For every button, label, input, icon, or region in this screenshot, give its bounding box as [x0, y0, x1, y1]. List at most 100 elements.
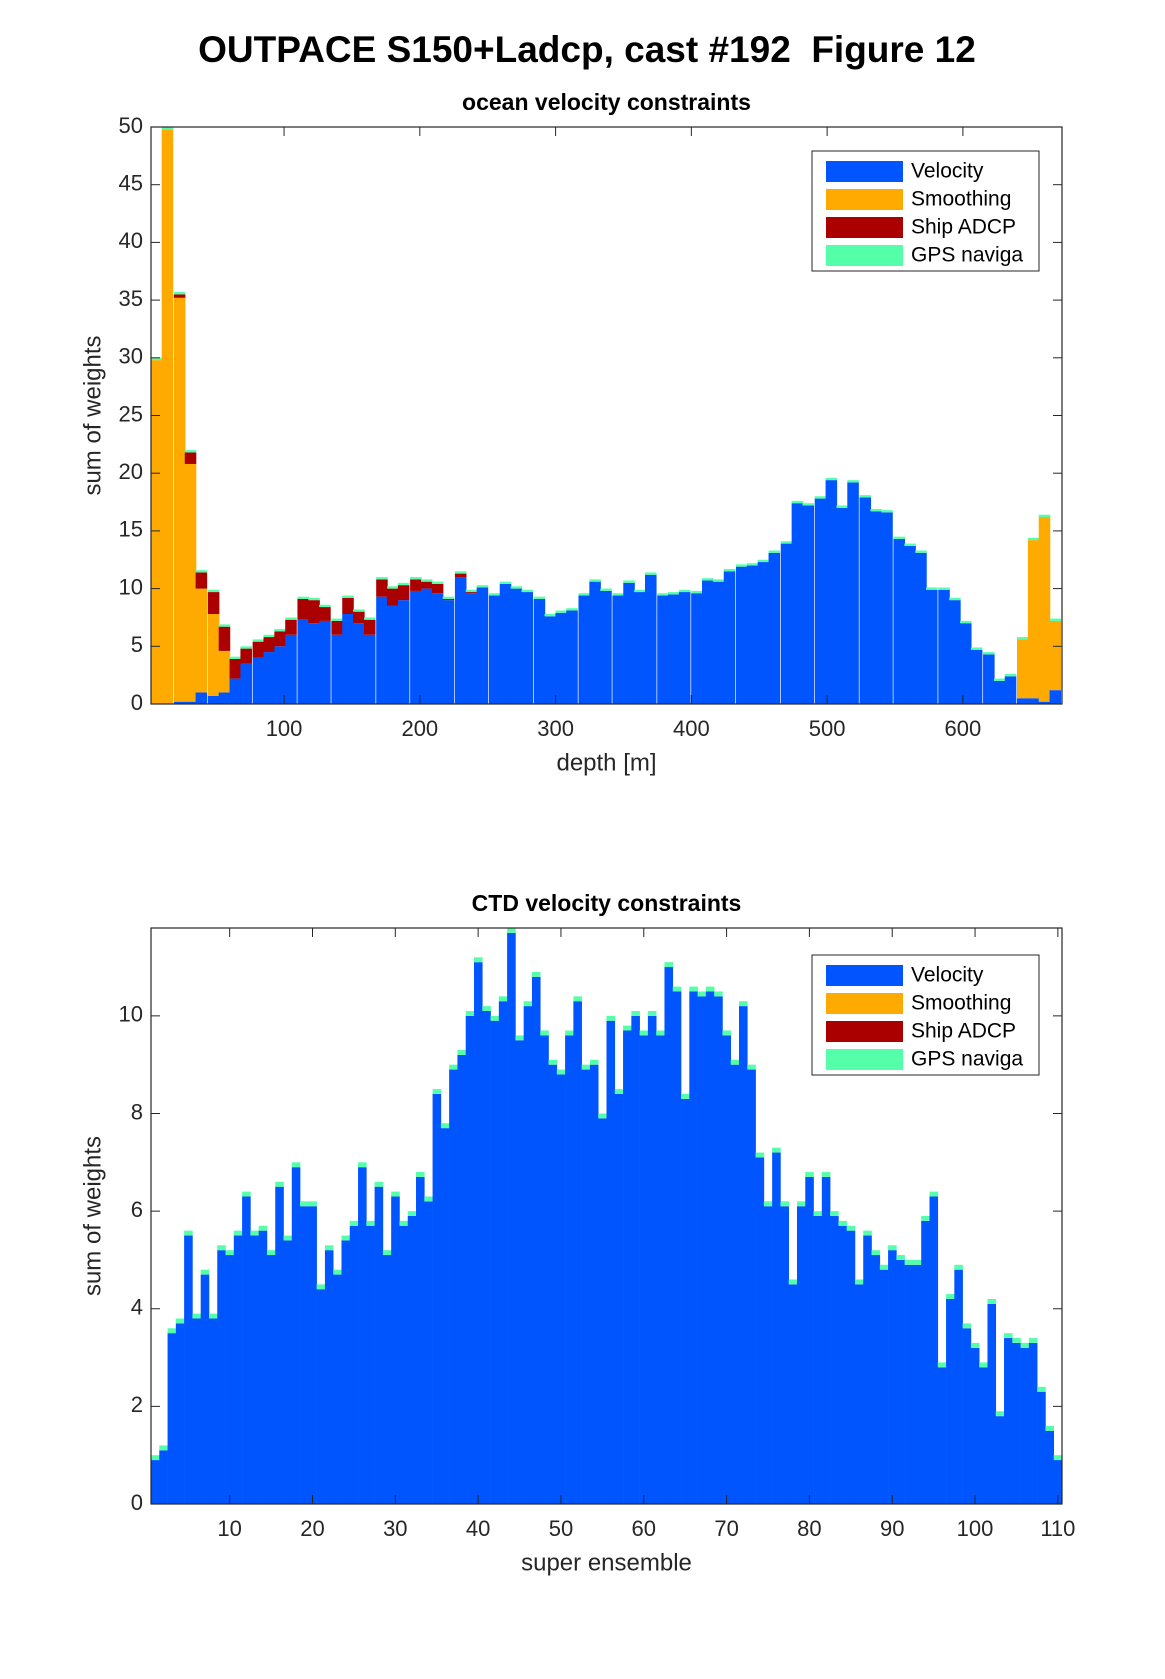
- bar-segment: [159, 1450, 168, 1504]
- bar-segment: [830, 1216, 839, 1504]
- bar-segment: [382, 1255, 392, 1504]
- bar-segment: [507, 928, 516, 933]
- bar-segment: [612, 593, 624, 596]
- bar-segment: [510, 588, 523, 704]
- bar-segment: [962, 1323, 972, 1329]
- bar-segment: [556, 1069, 566, 1075]
- bar-segment: [291, 1162, 301, 1168]
- x-tick-label: 20: [300, 1516, 324, 1541]
- bar-segment: [1053, 1455, 1063, 1461]
- bar-segment: [331, 618, 343, 621]
- bar-segment: [376, 577, 388, 580]
- bar-segment: [397, 582, 410, 586]
- bar-segment: [746, 563, 759, 566]
- bar-segment: [1012, 1338, 1021, 1343]
- bar-segment: [424, 1196, 433, 1202]
- bar-segment: [746, 565, 759, 704]
- x-tick-label: 600: [945, 716, 982, 741]
- bar-segment: [207, 613, 220, 696]
- bar-segment: [926, 587, 938, 590]
- x-axis-label: depth [m]: [556, 749, 656, 776]
- bar-segment: [681, 1093, 690, 1099]
- bar-segment: [510, 586, 523, 589]
- legend-swatch: [826, 189, 903, 210]
- bar-segment: [714, 991, 723, 997]
- bar-segment: [863, 1235, 872, 1504]
- bar-segment: [1028, 1342, 1038, 1504]
- bar-segment: [573, 1001, 582, 1504]
- bar-segment: [308, 1206, 317, 1504]
- bar-segment: [814, 496, 827, 499]
- bar-segment: [791, 503, 804, 704]
- legend-swatch: [826, 217, 903, 238]
- bar-segment: [410, 590, 422, 704]
- bar-segment: [391, 1191, 400, 1197]
- bar-segment: [970, 1342, 980, 1348]
- bar-segment: [200, 1274, 210, 1504]
- bar-segment: [366, 1225, 375, 1504]
- bar-segment: [938, 589, 950, 704]
- x-tick-label: 100: [266, 716, 303, 741]
- bar-segment: [959, 623, 972, 704]
- bar-segment: [159, 1445, 168, 1451]
- bar-segment: [1037, 1386, 1046, 1392]
- bar-segment: [805, 1172, 814, 1177]
- bar-segment: [1020, 1342, 1030, 1348]
- x-tick-label: 30: [383, 1516, 407, 1541]
- legend-label: Velocity: [911, 160, 984, 183]
- bar-segment: [768, 550, 781, 553]
- bar-segment: [499, 581, 512, 584]
- bar-segment: [870, 508, 882, 512]
- bar-segment: [218, 650, 231, 693]
- bar-segment: [331, 620, 343, 635]
- bar-segment: [319, 604, 331, 608]
- bar-segment: [442, 600, 455, 704]
- x-tick-label: 70: [714, 1516, 738, 1541]
- bar-segment: [358, 1162, 367, 1168]
- bar-segment: [300, 1201, 309, 1207]
- bar-segment: [416, 1176, 425, 1504]
- bar-segment: [548, 1064, 558, 1504]
- bar-segment: [600, 590, 612, 704]
- bar-segment: [581, 1069, 591, 1504]
- legend-swatch: [826, 1049, 903, 1070]
- bar-segment: [184, 701, 197, 704]
- figure-title: OUTPACE S150+Ladcp, cast #192 Figure 12: [198, 29, 976, 70]
- bar-segment: [780, 1206, 789, 1504]
- bar-segment: [420, 581, 433, 589]
- bar-segment: [802, 505, 815, 704]
- bar-segment: [195, 588, 208, 693]
- bar-segment: [929, 1196, 939, 1504]
- bar-segment: [252, 657, 265, 704]
- bar-segment: [431, 581, 444, 584]
- bar-segment: [252, 641, 265, 658]
- bar-segment: [578, 595, 591, 704]
- bar-segment: [263, 652, 276, 704]
- bar-segment: [830, 1211, 839, 1216]
- legend-swatch: [826, 993, 903, 1014]
- bar-segment: [634, 592, 646, 704]
- bar-segment: [240, 663, 252, 704]
- bar-segment: [870, 511, 882, 704]
- bar-segment: [1027, 698, 1040, 704]
- plot-frame: [150, 927, 1063, 1505]
- bar-segment: [397, 600, 410, 704]
- bar-segment: [937, 1367, 947, 1504]
- bar-segment: [442, 598, 455, 601]
- bar-segment: [697, 996, 707, 1504]
- bar-segment: [606, 1020, 616, 1504]
- bar-segment: [768, 552, 781, 704]
- bar-segment: [664, 962, 674, 968]
- bar-segment: [656, 1035, 665, 1504]
- bar-segment: [672, 991, 682, 1504]
- bar-segment: [342, 595, 354, 598]
- bar-segment: [250, 1235, 259, 1504]
- bar-segment: [548, 1059, 558, 1065]
- bar-segment: [983, 654, 995, 704]
- bar-segment: [488, 595, 501, 704]
- bar-segment: [904, 1264, 914, 1504]
- bar-segment: [697, 991, 707, 997]
- bar-segment: [521, 592, 533, 704]
- bar-segment: [664, 967, 674, 1504]
- bar-segment: [763, 1206, 773, 1504]
